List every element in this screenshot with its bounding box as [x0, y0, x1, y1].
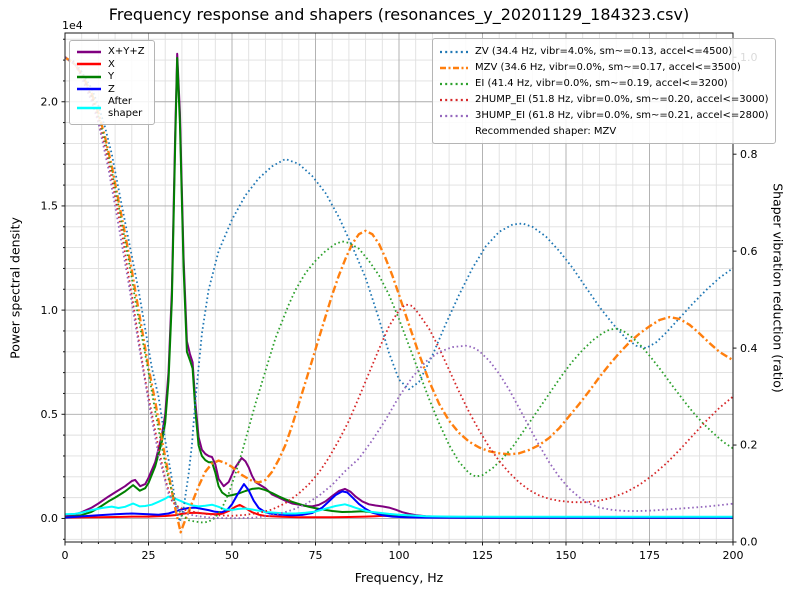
legend-item-x+y+z: X+Y+Z — [76, 46, 148, 58]
legend-line-swatch — [440, 98, 468, 101]
x-tick-label: 50 — [225, 549, 239, 562]
legend-line-swatch — [77, 62, 101, 66]
legend-item-label: Z — [108, 83, 115, 95]
y-right-tick-label: 0.0 — [740, 536, 758, 549]
x-tick-label: 150 — [556, 549, 577, 562]
legend-item-x: X — [76, 59, 148, 71]
y-right-tick-label: 0.2 — [740, 439, 758, 452]
legend-item-ei: EI (41.4 Hz, vibr=0.0%, sm~=0.19, accel<… — [439, 76, 769, 91]
x-tick-label: 125 — [472, 549, 493, 562]
y-axis-label-right: Shaper vibration reduction (ratio) — [770, 183, 786, 393]
x-tick-label: 0 — [62, 549, 69, 562]
y-axis-offset-text: 1e4 — [62, 19, 83, 32]
legend-item-label: ZV (34.4 Hz, vibr=4.0%, sm~=0.13, accel<… — [475, 45, 733, 57]
legend-line-swatch — [77, 50, 101, 54]
legend-line-swatch — [440, 66, 468, 69]
x-tick-label: 175 — [639, 549, 660, 562]
y-right-tick-label: 0.4 — [740, 342, 758, 355]
legend-item-mzv: MZV (34.6 Hz, vibr=0.0%, sm~=0.17, accel… — [439, 60, 769, 75]
legend-item-label: Y — [108, 71, 115, 82]
series-after-shaper — [64, 495, 733, 518]
y-right-tick-label: 0.6 — [740, 245, 758, 258]
legend-line-swatch — [77, 106, 101, 109]
series-x+y+z — [64, 52, 733, 519]
legend-item-label: 2HUMP_EI (51.8 Hz, vibr=0.0%, sm~=0.20, … — [475, 93, 769, 105]
legend-item-label: EI (41.4 Hz, vibr=0.0%, sm~=0.19, accel<… — [475, 77, 728, 89]
legend-line-swatch — [440, 114, 468, 117]
legend-line-swatch — [77, 87, 101, 91]
legend-item-label: X+Y+Z — [108, 46, 145, 57]
legend-item-after-shaper: After shaper — [76, 96, 148, 119]
psd-series — [64, 52, 733, 519]
legend-line-swatch — [77, 75, 101, 79]
y-left-tick-label: 0.5 — [41, 408, 59, 421]
legend-line-swatch — [440, 50, 468, 53]
y-left-tick-label: 0.0 — [41, 512, 59, 525]
x-tick-label: 25 — [142, 549, 156, 562]
legend-item-label: After shaper — [108, 96, 143, 119]
chart-title: Frequency response and shapers (resonanc… — [108, 5, 690, 24]
legend-shapers: ZV (34.4 Hz, vibr=4.0%, sm~=0.13, accel<… — [432, 38, 776, 144]
y-left-tick-label: 1.0 — [41, 304, 59, 317]
x-tick-label: 75 — [309, 549, 323, 562]
legend-item-z: Z — [76, 84, 148, 96]
y-right-tick-label: 0.8 — [740, 148, 758, 161]
legend-item-label: MZV (34.6 Hz, vibr=0.0%, sm~=0.17, accel… — [475, 61, 741, 73]
legend-recommendation-note: Recommended shaper: MZV — [475, 125, 617, 137]
legend-item-zv: ZV (34.4 Hz, vibr=4.0%, sm~=0.13, accel<… — [439, 44, 769, 59]
series-zv — [64, 56, 734, 523]
x-tick-label: 200 — [723, 549, 744, 562]
legend-line-swatch — [440, 82, 468, 85]
y-axis-label-left: Power spectral density — [7, 217, 23, 359]
legend-psd: X+Y+Z X Y Z After shaper — [69, 40, 155, 125]
legend-item-label: X — [108, 58, 115, 70]
legend-item-y: Y — [76, 71, 148, 83]
series-mzv — [64, 56, 734, 534]
shaper-series — [64, 56, 734, 534]
x-axis-label: Frequency, Hz — [354, 570, 444, 585]
y-left-tick-label: 2.0 — [41, 95, 59, 108]
legend-item-3hump-ei: 3HUMP_EI (61.8 Hz, vibr=0.0%, sm~=0.21, … — [439, 108, 769, 123]
y-left-tick-label: 1.5 — [41, 200, 59, 213]
legend-item-2hump-ei: 2HUMP_EI (51.8 Hz, vibr=0.0%, sm~=0.20, … — [439, 92, 769, 107]
x-tick-label: 100 — [389, 549, 410, 562]
series-y — [64, 57, 733, 519]
legend-item-label: 3HUMP_EI (61.8 Hz, vibr=0.0%, sm~=0.21, … — [475, 109, 769, 121]
